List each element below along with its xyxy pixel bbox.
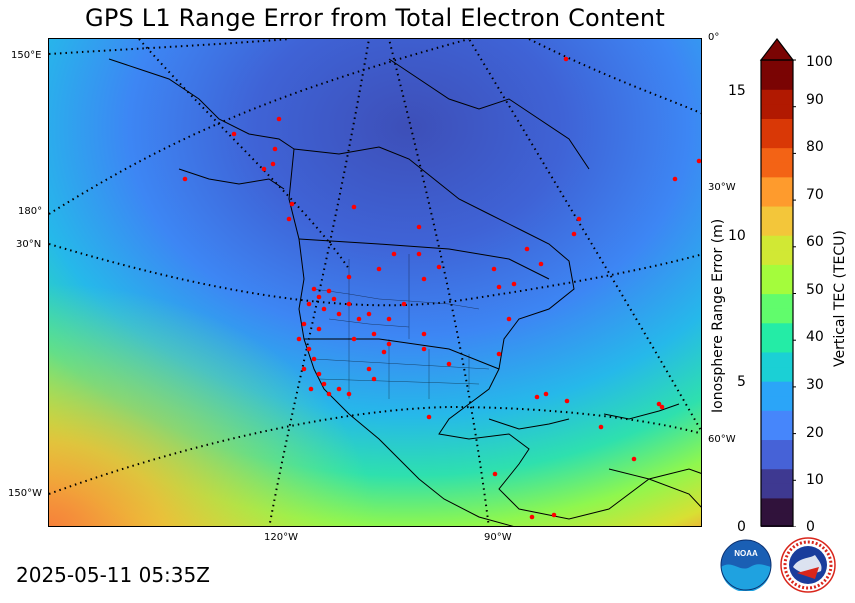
tec-axis-title: Vertical TEC (TECU) [832,230,848,367]
nws-logo-graphic [780,537,836,593]
tec-tick-90: 90 [806,92,824,108]
graticule-label-180: 180° [18,206,43,217]
nws-logo [779,537,837,593]
graticule-label-30n: 30°N [16,239,42,250]
tec-tick-80: 80 [806,139,824,155]
range-error-axis-title: Ionosphere Range Error (m) [710,218,726,413]
colorbar-band [761,235,793,251]
colorbar-band [761,497,793,514]
colorbar-band [761,118,793,134]
noaa-logo-text: NOAA [734,549,758,558]
tec-tick-20: 20 [806,425,824,441]
colorbar-band [761,366,793,382]
tec-tick-60: 60 [806,234,824,250]
colorbar-band [761,176,793,192]
graticule-label-0: 0° [708,32,720,43]
tec-tick-40: 40 [806,329,824,345]
colorbar-band [761,162,793,178]
colorbar-graphic [759,38,796,528]
colorbar-band [761,293,793,309]
colorbar-band [761,483,793,499]
political-boundaries [313,254,490,399]
map-title: GPS L1 Range Error from Total Electron C… [85,4,665,32]
coastlines [108,58,701,526]
colorbar-band [761,308,793,324]
colorbar-band [761,74,793,90]
range-error-tick-10: 10 [728,228,746,244]
colorbar-band [761,278,793,295]
colorbar-band [761,249,793,265]
graticule-label-120w: 120°W [264,532,298,543]
tec-map-canvas [49,39,701,526]
graticule [49,39,701,526]
tec-tick-10: 10 [806,472,824,488]
colorbar-band [761,337,793,353]
colorbar-band [761,381,793,397]
tec-tick-0: 0 [806,519,815,535]
colorbar-band [761,147,793,163]
graticule-label-60w: 60°W [708,434,736,445]
colorbar-band [761,512,793,528]
tec-map [48,38,702,527]
timestamp: 2025-05-11 05:35Z [16,563,210,587]
gps-stations [182,56,701,520]
tec-tick-70: 70 [806,187,824,203]
graticule-label-150e: 150°E [11,50,42,61]
noaa-logo-graphic: NOAA [720,539,772,592]
colorbar-extend-arrow [759,38,795,61]
range-error-tick-15: 15 [728,83,746,99]
noaa-logo: NOAA [720,539,772,592]
colorbar-band [761,439,793,455]
colorbar-band [761,424,793,441]
colorbar-band [761,454,793,470]
colorbar-band [761,89,793,105]
range-error-tick-0: 0 [737,519,746,535]
tec-tick-30: 30 [806,377,824,393]
tec-tick-50: 50 [806,282,824,298]
tec-field-hotspot [49,39,701,526]
graticule-label-90w: 90°W [484,532,512,543]
colorbar-band [761,132,793,149]
graticule-label-30w: 30°W [708,182,736,193]
colorbar-band [761,322,793,338]
colorbar-band [761,205,793,222]
tec-tick-100: 100 [806,54,833,70]
colorbar-band [761,351,793,368]
colorbar-band [761,60,793,76]
colorbar [758,38,796,528]
colorbar-band [761,220,793,236]
graticule-label-150w: 150°W [8,488,42,499]
colorbar-band [761,103,793,119]
colorbar-band [761,264,793,280]
colorbar-band [761,395,793,411]
range-error-tick-5: 5 [737,374,746,390]
colorbar-band [761,191,793,207]
colorbar-band [761,410,793,426]
colorbar-band [761,468,793,484]
